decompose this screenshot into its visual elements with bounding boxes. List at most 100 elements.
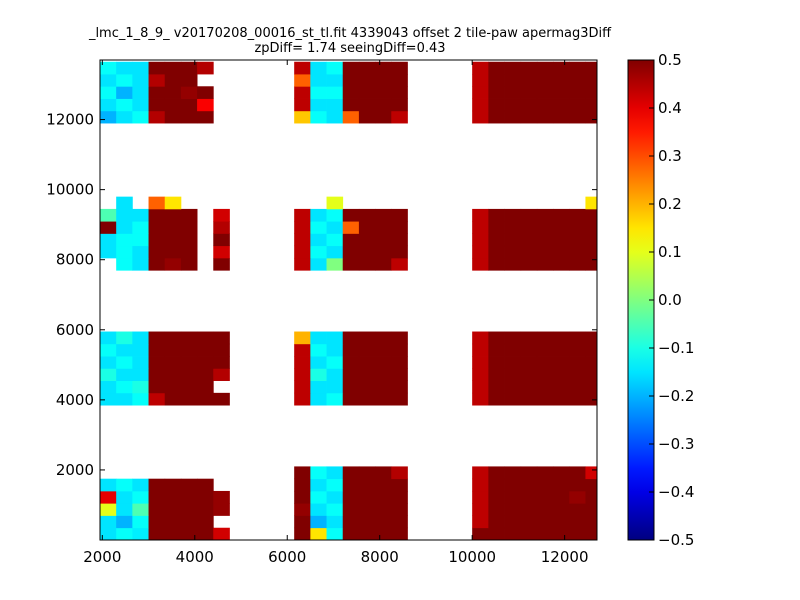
heatmap-cell xyxy=(164,74,182,87)
heatmap-cell xyxy=(116,368,133,381)
heatmap-cell xyxy=(164,503,182,516)
heatmap-cell xyxy=(520,478,538,492)
heatmap-cell xyxy=(488,331,505,345)
heatmap-cell xyxy=(520,368,538,381)
heatmap-cell xyxy=(294,503,311,516)
heatmap-cell xyxy=(180,233,198,247)
heatmap-cell xyxy=(520,98,538,112)
heatmap-cell xyxy=(569,392,586,406)
heatmap-cell xyxy=(585,490,598,504)
heatmap-cell xyxy=(100,110,117,124)
colorbar-tick-label: −0.5 xyxy=(658,531,694,549)
heatmap-cell xyxy=(310,208,327,222)
heatmap-cell xyxy=(375,110,392,124)
heatmap-cell xyxy=(536,356,554,369)
heatmap-cell xyxy=(197,478,214,492)
heatmap-cell xyxy=(310,368,327,381)
heatmap-cell xyxy=(164,208,182,222)
heatmap-cell xyxy=(132,221,149,234)
heatmap-cell xyxy=(569,110,586,124)
heatmap-cell xyxy=(585,208,598,222)
heatmap-cell xyxy=(472,74,489,87)
heatmap-cell xyxy=(553,221,570,234)
heatmap-cell xyxy=(132,392,149,406)
heatmap-cell xyxy=(213,343,230,357)
heatmap-cell xyxy=(148,515,166,529)
heatmap-cell xyxy=(116,490,133,504)
heatmap-cell xyxy=(148,61,166,75)
heatmap-cell xyxy=(342,466,360,480)
heatmap-cell xyxy=(391,527,408,541)
heatmap-cell xyxy=(116,110,133,124)
heatmap-cell xyxy=(342,515,360,529)
heatmap-cell xyxy=(553,490,570,504)
heatmap-cell xyxy=(472,233,489,247)
heatmap-cell xyxy=(100,527,117,541)
heatmap-cell xyxy=(100,74,117,87)
heatmap-cell xyxy=(164,343,182,357)
colorbar-axis: 0.5 0.4 0.3 0.2 0.1 0.0 −0.1 −0.2 −0.3 −0.4 −0.5 xyxy=(649,51,694,549)
heatmap-cell xyxy=(488,392,505,406)
heatmap-cell xyxy=(520,380,538,394)
heatmap-cell xyxy=(342,98,360,112)
heatmap-cell xyxy=(180,98,198,112)
heatmap-cell xyxy=(100,331,117,345)
heatmap-cell xyxy=(520,110,538,124)
heatmap-cell xyxy=(197,356,214,369)
heatmap-cell xyxy=(472,490,489,504)
heatmap-cell xyxy=(197,110,214,124)
heatmap-cell xyxy=(358,110,376,124)
heatmap-cell xyxy=(116,208,133,222)
heatmap-cell xyxy=(358,380,376,394)
heatmap-cell xyxy=(164,196,182,210)
heatmap-cell xyxy=(553,380,570,394)
heatmap-cell xyxy=(569,98,586,112)
heatmap-cell xyxy=(585,61,598,75)
heatmap-cell xyxy=(148,208,166,222)
heatmap-cell xyxy=(553,392,570,406)
heatmap-cell xyxy=(391,110,408,124)
heatmap-cell xyxy=(553,466,570,480)
heatmap-cell xyxy=(504,527,522,541)
heatmap-cell xyxy=(472,368,489,381)
heatmap-cell xyxy=(488,490,505,504)
heatmap-cell xyxy=(132,368,149,381)
heatmap-cell xyxy=(326,74,344,87)
heatmap-cell xyxy=(294,74,311,87)
heatmap-cell xyxy=(213,331,230,345)
heatmap-cell xyxy=(358,515,376,529)
heatmap-cell xyxy=(569,466,586,480)
heatmap-cell xyxy=(536,74,554,87)
heatmap-cell xyxy=(180,110,198,124)
heatmap-cell xyxy=(375,74,392,87)
heatmap-cell xyxy=(504,221,522,234)
heatmap-cell xyxy=(180,392,198,406)
heatmap-cell xyxy=(148,490,166,504)
heatmap-cell xyxy=(375,98,392,112)
heatmap-cell xyxy=(391,490,408,504)
heatmap-cell xyxy=(164,380,182,394)
heatmap-cell xyxy=(180,368,198,381)
heatmap-cell xyxy=(569,515,586,529)
heatmap-cell xyxy=(342,257,360,271)
heatmap-cell xyxy=(520,86,538,99)
heatmap-cell xyxy=(553,503,570,516)
heatmap-cell xyxy=(504,61,522,75)
colorbar-tick-label: 0.2 xyxy=(658,195,682,213)
heatmap-cell xyxy=(391,380,408,394)
heatmap-cell xyxy=(569,527,586,541)
heatmap-cell xyxy=(100,392,117,406)
heatmap-cell xyxy=(116,356,133,369)
heatmap-cell xyxy=(213,356,230,369)
heatmap-cell xyxy=(358,257,376,271)
heatmap-cell xyxy=(585,392,598,406)
heatmap-cell xyxy=(520,331,538,345)
y-axis: 2000 4000 6000 8000 10000 12000 xyxy=(46,111,597,479)
heatmap-cell xyxy=(164,110,182,124)
y-tick-label: 2000 xyxy=(56,461,94,479)
heatmap-cell xyxy=(100,86,117,99)
heatmap-cell xyxy=(294,368,311,381)
heatmap-cell xyxy=(197,515,214,529)
heatmap-cell xyxy=(536,233,554,247)
